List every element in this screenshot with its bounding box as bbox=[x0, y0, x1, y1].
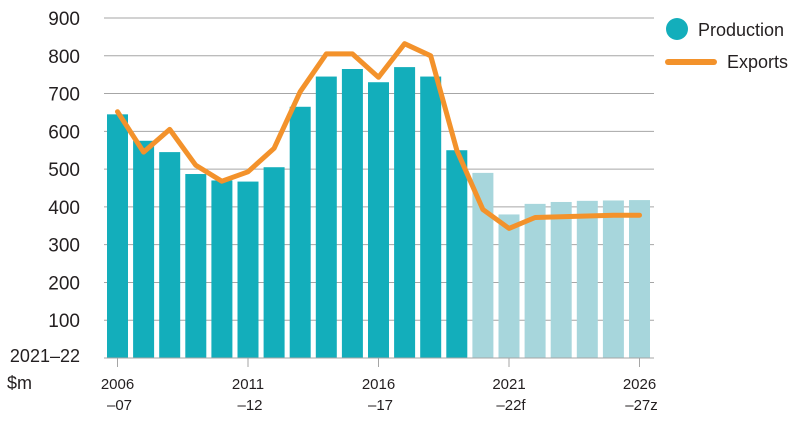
production-bar bbox=[107, 114, 128, 358]
axes: 100 200 300 400 500 600 700 800 900 2021–22 $m 2006… bbox=[7, 9, 658, 414]
production-bar-forecast bbox=[524, 203, 546, 358]
production-bar bbox=[394, 67, 416, 358]
production-bar bbox=[341, 69, 363, 358]
production-bar-forecast bbox=[576, 200, 598, 358]
x-tick-label: 2016 bbox=[362, 376, 395, 393]
legend: Production Exports bbox=[665, 18, 788, 72]
y-tick-label: 900 bbox=[48, 9, 80, 30]
production-bar bbox=[263, 167, 285, 358]
production-bar bbox=[133, 140, 155, 358]
x-tick-label-sub: –27z bbox=[625, 397, 658, 414]
legend-production-label: Production bbox=[698, 20, 784, 40]
x-tick-label: 2021 bbox=[492, 376, 525, 393]
y-tick-label: 300 bbox=[48, 236, 80, 257]
y-tick-label: 800 bbox=[48, 47, 80, 68]
production-bar bbox=[289, 106, 311, 359]
y-tick-label: 700 bbox=[48, 85, 80, 106]
y-axis-label-line2: $m bbox=[7, 373, 32, 393]
production-bar bbox=[368, 82, 389, 358]
y-tick-label: 600 bbox=[48, 122, 80, 143]
y-axis-label-line1: 2021–22 bbox=[10, 346, 80, 366]
production-bar-forecast bbox=[472, 172, 494, 358]
production-bar bbox=[446, 150, 468, 358]
production-bar-forecast bbox=[602, 200, 624, 358]
x-tick-label-sub: –17 bbox=[368, 397, 393, 414]
exports-line-group bbox=[115, 41, 642, 231]
production-bar bbox=[185, 174, 207, 358]
bars bbox=[107, 67, 650, 359]
y-tick-label: 200 bbox=[48, 273, 80, 294]
production-bar bbox=[420, 76, 442, 359]
x-tick-label-sub: –07 bbox=[107, 397, 132, 414]
x-tick-label: 2011 bbox=[232, 376, 264, 393]
x-tick-label: 2026 bbox=[623, 376, 656, 393]
production-bar-forecast bbox=[550, 201, 572, 358]
production-bar-forecast bbox=[498, 214, 520, 358]
production-bar bbox=[159, 152, 181, 358]
production-bar bbox=[315, 76, 337, 359]
legend-exports-label: Exports bbox=[727, 52, 788, 72]
production-bar bbox=[211, 180, 233, 358]
x-tick-label: 2006 bbox=[101, 376, 134, 393]
y-tick-label: 500 bbox=[48, 160, 80, 181]
legend-production-swatch bbox=[666, 18, 688, 40]
x-tick-label-sub: –12 bbox=[237, 397, 262, 414]
x-tick-label-sub: –22f bbox=[496, 397, 526, 414]
production-bar bbox=[237, 181, 259, 358]
y-tick-label: 400 bbox=[48, 198, 80, 219]
production-bar-forecast bbox=[629, 200, 650, 358]
exports-line bbox=[115, 41, 642, 231]
y-tick-label: 100 bbox=[48, 311, 80, 332]
